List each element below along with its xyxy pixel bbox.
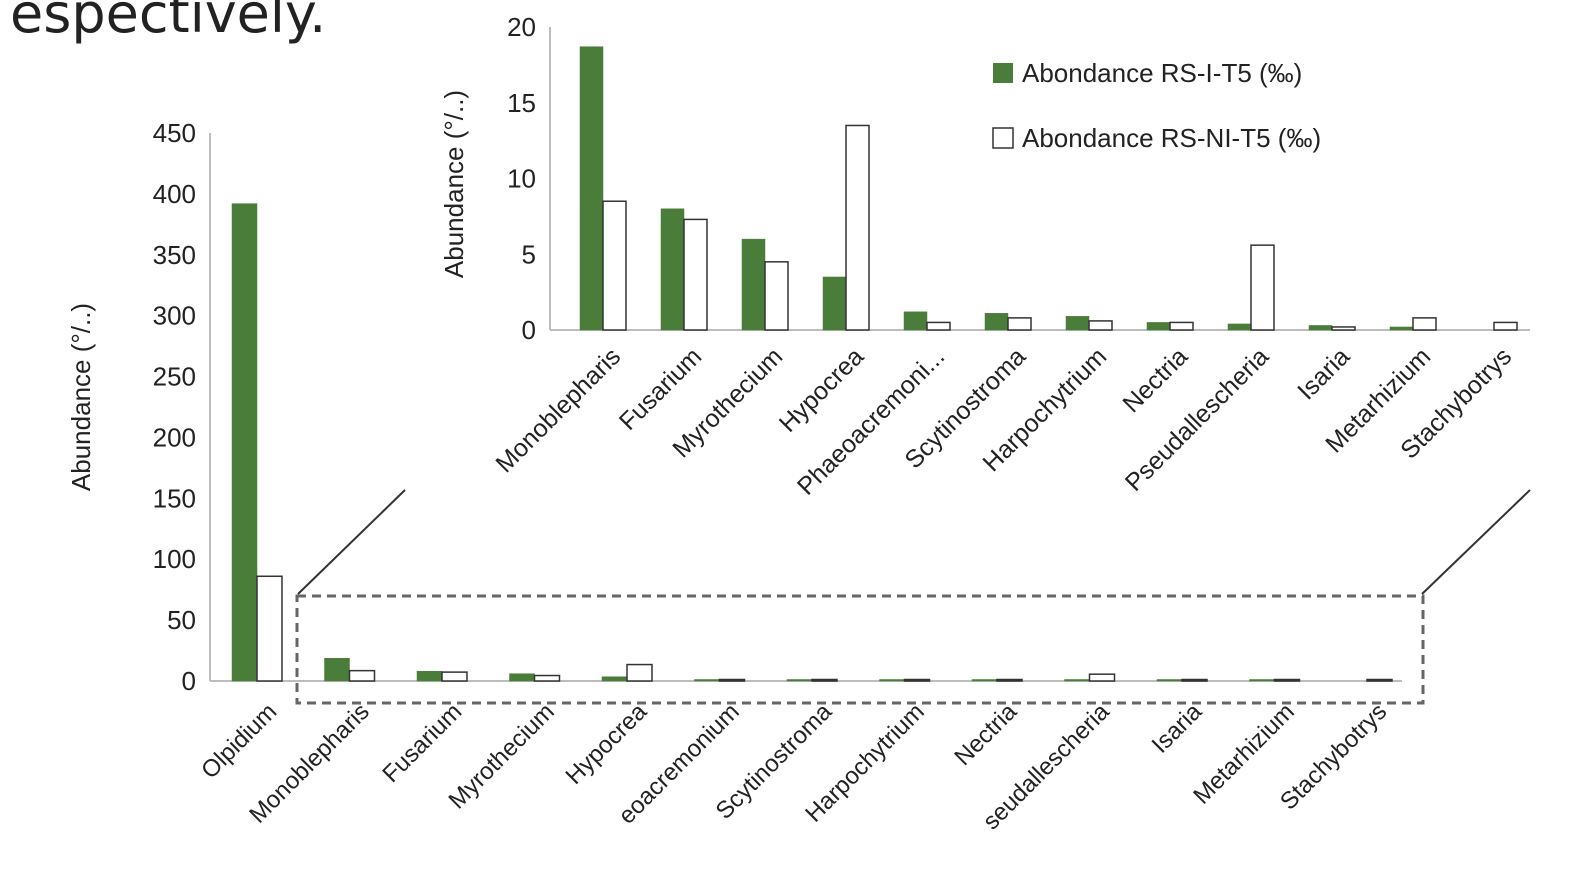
main-y-axis-label: Abundance (°/..) [66,303,96,491]
zoom-box [295,594,1425,705]
legend-label-series-1: Abondance RS-I-T5 (‰) [1022,58,1302,88]
bar-rs-ni-t5 [626,663,653,682]
bar-rs-i-t5 [786,679,813,682]
bar-rs-ni-t5 [683,218,708,331]
bar-rs-i-t5 [1308,325,1333,331]
bar-rs-ni-t5 [1412,317,1437,331]
y-tick-label: 150 [153,483,196,513]
bar-rs-ni-t5 [845,124,870,331]
x-tick-label: Nectria [949,698,1022,771]
y-tick-label: 450 [153,118,196,148]
bar-rs-ni-t5 [1007,317,1032,331]
bar-rs-ni-t5 [1273,678,1301,682]
bar-rs-i-t5 [601,676,628,682]
y-tick-label: 300 [153,301,196,331]
bar-rs-i-t5 [1389,326,1414,331]
bar-rs-ni-t5 [1181,678,1208,682]
y-tick-label: 200 [153,422,196,452]
bar-rs-i-t5 [822,276,847,331]
bar-rs-i-t5 [660,208,685,331]
y-tick-label: 0 [522,315,536,345]
x-tick-label: Isaria [1147,698,1208,759]
bar-rs-i-t5 [509,673,535,682]
bar-rs-i-t5 [694,679,720,682]
caption-fragment: espectively. [10,0,326,45]
bar-rs-i-t5 [903,311,928,331]
bar-rs-i-t5 [579,46,604,331]
inset-bars [579,46,1518,331]
bar-rs-ni-t5 [1331,326,1356,331]
bar-rs-ni-t5 [441,671,468,682]
bar-rs-ni-t5 [256,575,283,682]
bar-rs-ni-t5 [1169,321,1194,331]
legend: Abondance RS-I-T5 (‰) Abondance RS-NI-T5… [992,58,1321,153]
bar-rs-i-t5 [971,679,998,682]
inset-y-tick-labels: 0 5 10 15 20 [507,12,536,345]
inset-x-tick-labels: MonoblepharisFusariumMyrotheciumHypocrea… [490,342,1517,500]
bar-rs-i-t5 [1156,679,1183,682]
x-tick-label: Olpidium [196,698,282,784]
legend-swatch-series-1 [993,63,1013,83]
bar-rs-i-t5 [984,313,1009,331]
legend-label-series-2: Abondance RS-NI-T5 (‰) [1022,123,1321,153]
y-tick-label: 20 [507,12,536,42]
bar-rs-i-t5 [324,657,350,682]
x-tick-label: Hypocrea [561,698,653,790]
inset-chart: 0 5 10 15 20 MonoblepharisFusariumMyrotheciu… [439,12,1530,501]
bar-rs-ni-t5 [1366,678,1393,682]
x-tick-label: Fusarium [377,698,467,788]
y-tick-label: 5 [522,239,536,269]
bar-rs-ni-t5 [602,200,627,331]
bar-rs-ni-t5 [1088,673,1116,682]
y-tick-label: 0 [182,666,196,696]
bar-rs-ni-t5 [718,678,746,682]
y-tick-label: 50 [167,605,196,635]
zoom-connector-right [1421,489,1531,595]
x-tick-label: Phaeoacremoni... [792,342,950,500]
bar-rs-i-t5 [1065,316,1090,331]
zoom-connector-left [297,489,406,595]
bar-rs-ni-t5 [764,261,789,331]
x-tick-label: Monoblepharis [490,342,626,478]
inset-y-axis-label: Abundance (°/..) [439,90,469,278]
y-tick-label: 100 [153,544,196,574]
bar-rs-i-t5 [879,679,905,682]
x-tick-label: Isaria [1292,342,1355,405]
bar-rs-ni-t5 [926,321,951,331]
bar-rs-ni-t5 [533,674,561,682]
bar-rs-i-t5 [1227,323,1252,331]
bar-rs-ni-t5 [903,678,931,682]
y-tick-label: 350 [153,240,196,270]
bar-rs-i-t5 [416,671,443,682]
x-tick-label: Pseudallescheria [1120,342,1274,496]
bar-rs-ni-t5 [811,678,838,682]
bar-rs-i-t5 [1064,679,1090,682]
y-tick-label: 10 [507,164,536,194]
y-tick-label: 15 [507,88,536,118]
bar-rs-i-t5 [231,203,258,682]
y-tick-label: 400 [153,179,196,209]
bar-rs-i-t5 [741,238,766,331]
bar-rs-i-t5 [1146,322,1171,331]
bar-rs-ni-t5 [348,669,376,682]
y-tick-label: 250 [153,362,196,392]
bar-rs-ni-t5 [996,678,1023,682]
bar-rs-ni-t5 [1493,321,1518,331]
bar-rs-i-t5 [1249,679,1275,682]
bar-rs-ni-t5 [1088,320,1113,331]
bar-rs-ni-t5 [1250,244,1275,331]
x-tick-label: Nectria [1117,342,1193,418]
main-bars [231,203,1393,682]
legend-swatch-series-2 [992,127,1014,149]
main-y-tick-labels: 0 50 100 150 200 250 300 350 400 450 [153,118,196,696]
